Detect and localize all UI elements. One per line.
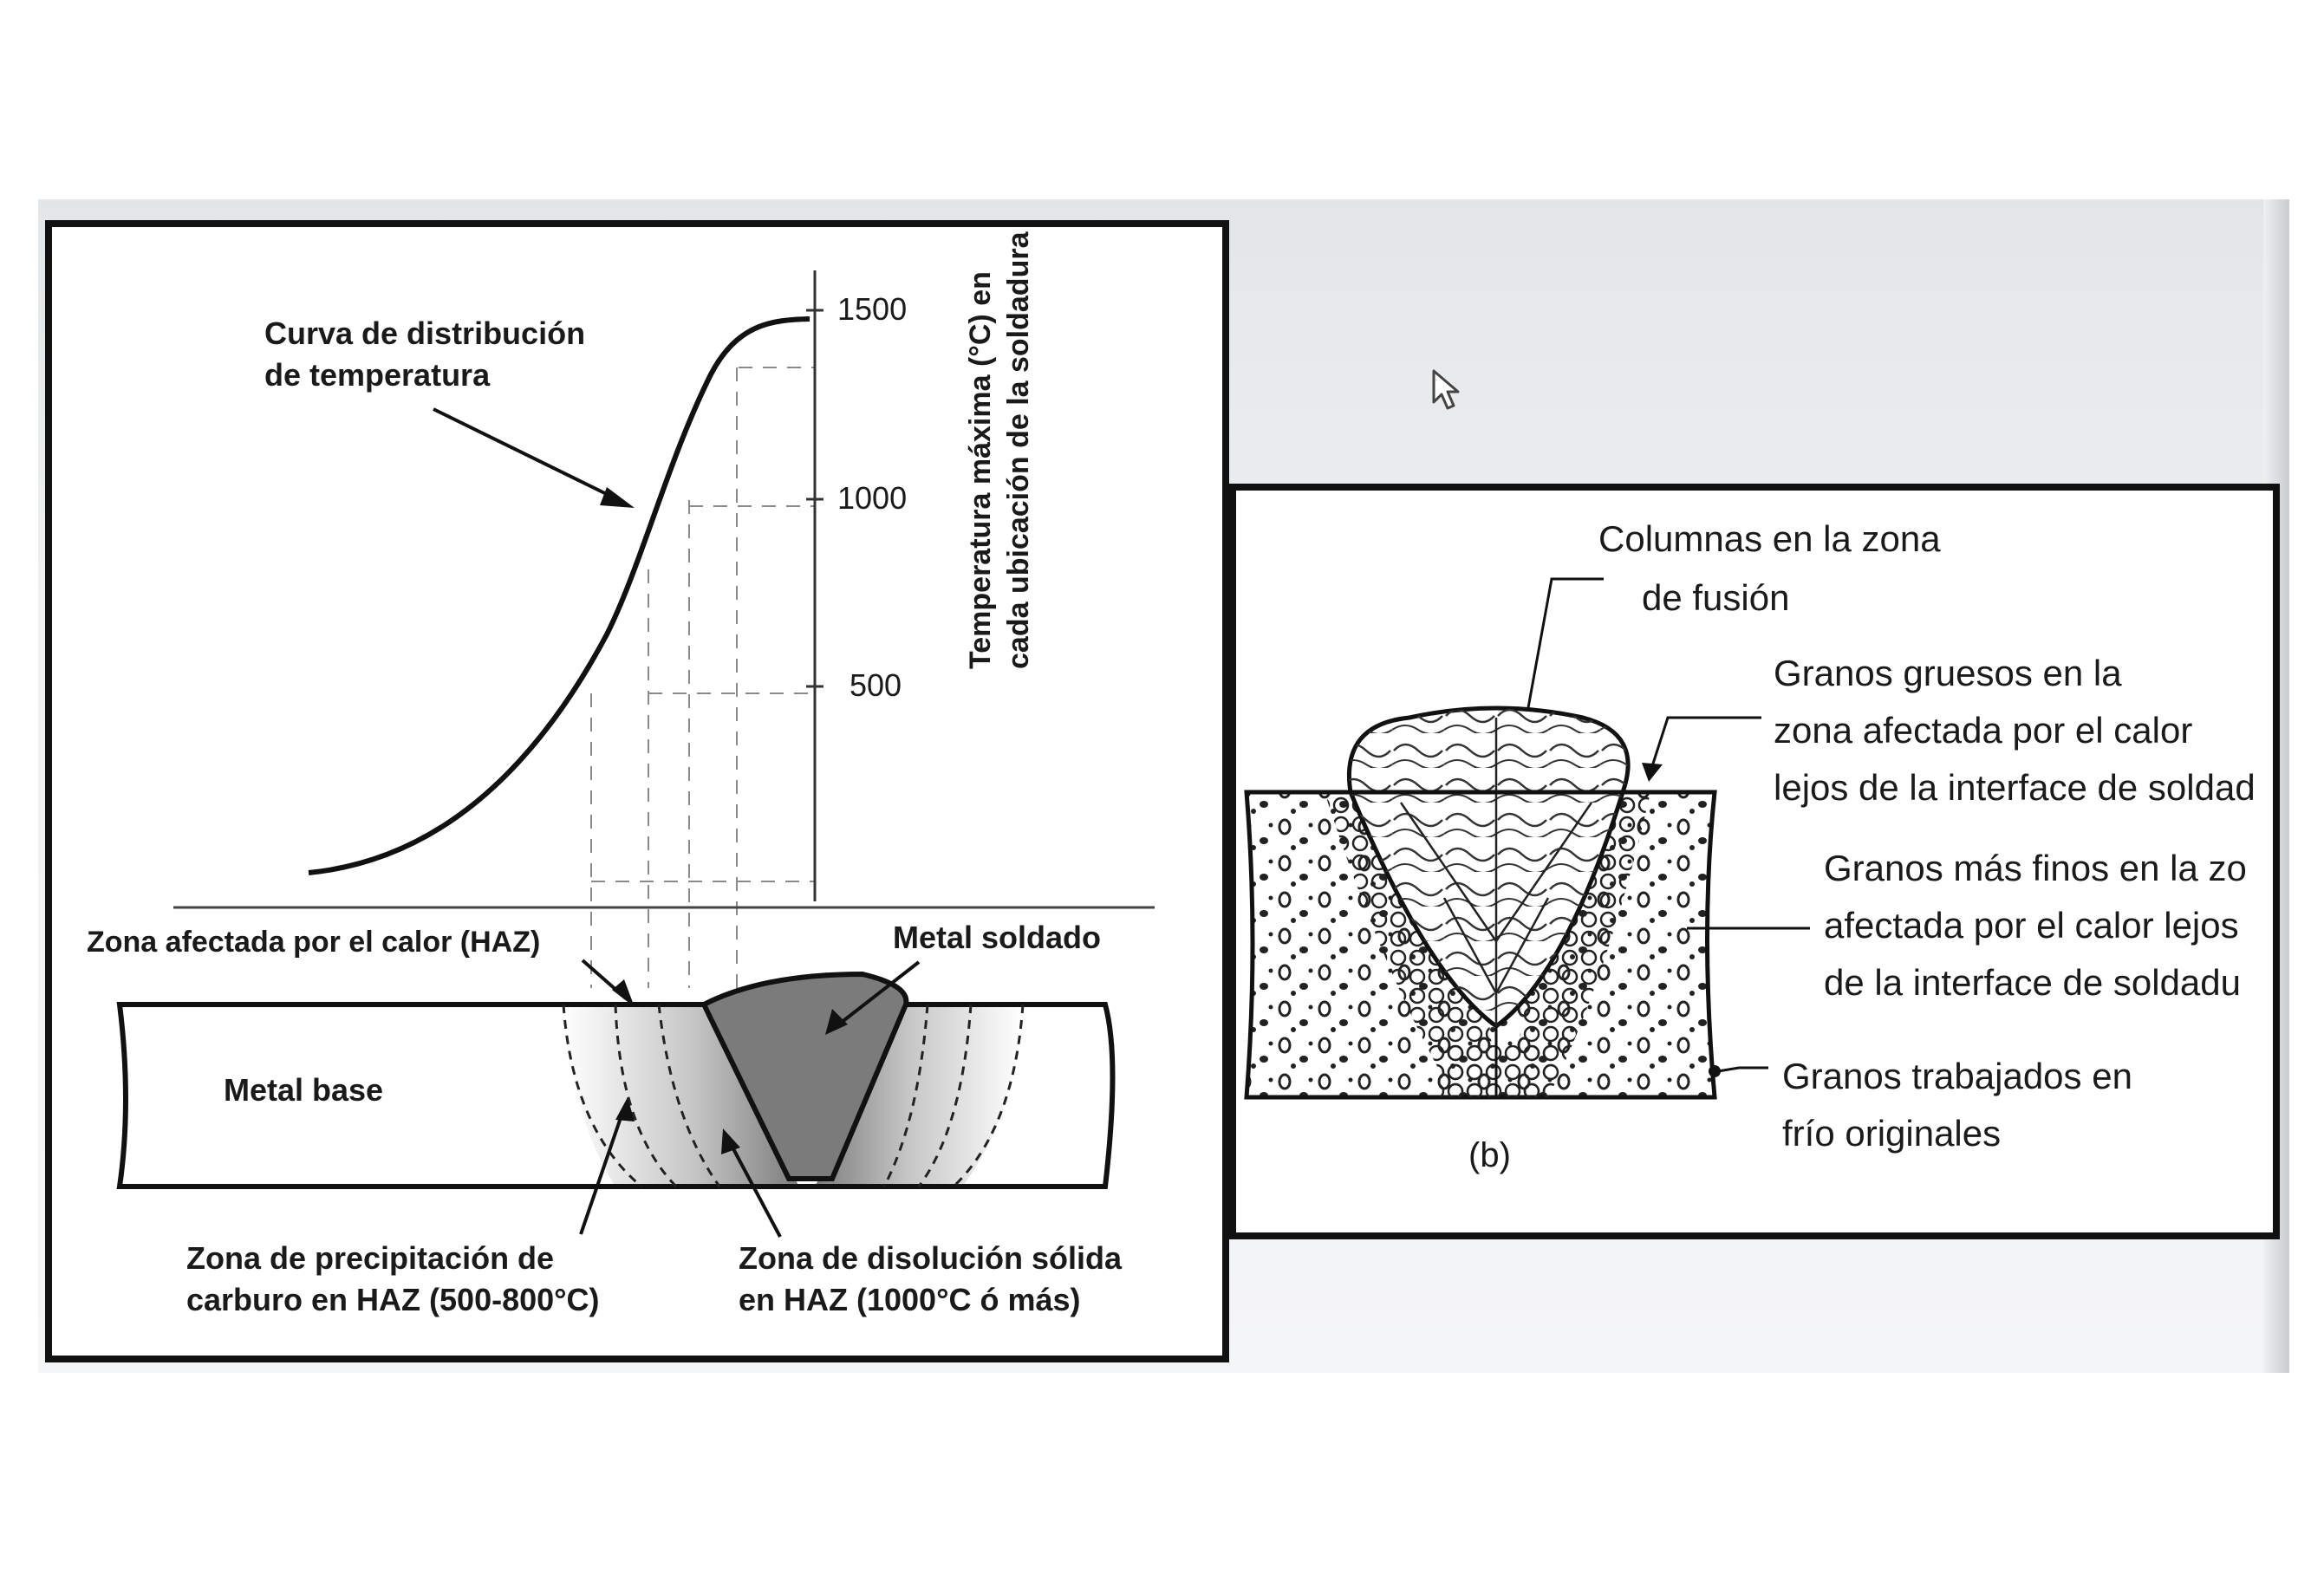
y-axis-title-line-1: Temperatura máxima (°C) en <box>964 271 997 669</box>
guide-lines <box>590 367 815 988</box>
grain-diagram-svg: Columnas en la zona de fusión Granos gru… <box>1244 518 2256 1174</box>
haz-temperature-diagram: 1500 1000 500 Temperatura máxima (°C) en… <box>45 220 1229 1362</box>
coarse-label-line-3: lejos de la interface de soldad <box>1774 767 2256 808</box>
haz-arrowhead <box>612 979 635 1007</box>
precipitation-label-line-1: Zona de precipitación de <box>186 1240 554 1276</box>
dissolution-arrowhead <box>721 1128 740 1154</box>
weld-metal-leader <box>835 960 921 1028</box>
temperature-distribution-curve <box>308 316 810 875</box>
original-leader <box>1717 1066 1768 1073</box>
arrow-cursor-icon <box>1432 369 1460 410</box>
haz-diagram-svg: 1500 1000 500 Temperatura máxima (°C) en… <box>87 231 1155 1317</box>
columns-label-line-2: de fusión <box>1642 577 1789 618</box>
columns-label-line-1: Columnas en la zona <box>1598 518 1941 559</box>
fine-label-line-1: Granos más finos en la zo <box>1824 848 2247 888</box>
columns-leader <box>1519 577 1604 751</box>
curve-label-line-2: de temperatura <box>264 357 491 393</box>
coarse-label-line-1: Granos gruesos en la <box>1774 653 2122 693</box>
precipitation-arrowhead <box>615 1097 635 1122</box>
y-axis: 1500 1000 500 <box>806 270 907 901</box>
y-tick-1000: 1000 <box>837 480 907 516</box>
dissolution-leader <box>728 1141 782 1238</box>
y-axis-title-line-2: cada ubicación de la soldadura <box>1002 231 1035 669</box>
weld-plate <box>116 971 1116 1189</box>
curve-label-arrowhead <box>600 487 635 508</box>
fine-label-line-2: afectada por el calor lejos <box>1824 905 2239 946</box>
coarse-label-line-2: zona afectada por el calor <box>1774 710 2192 751</box>
weld-cross-section <box>1244 705 1717 1100</box>
fine-label-line-3: de la interface de soldadu <box>1824 962 2241 1003</box>
precipitation-label-line-2: carburo en HAZ (500-800°C) <box>186 1282 600 1317</box>
grain-structure-diagram: Columnas en la zona de fusión Granos gru… <box>1229 484 2280 1239</box>
y-axis-title: Temperatura máxima (°C) en cada ubicació… <box>964 231 1035 669</box>
coarse-arrowhead <box>1642 763 1663 782</box>
original-label-line-1: Granos trabajados en <box>1782 1056 2132 1096</box>
dissolution-label-line-2: en HAZ (1000°C ó más) <box>739 1282 1081 1317</box>
weld-metal-arrowhead <box>825 1009 848 1035</box>
curve-label-leader <box>433 407 625 504</box>
original-label-line-2: frío originales <box>1782 1113 2001 1154</box>
caption-b: (b) <box>1468 1136 1511 1174</box>
y-tick-500: 500 <box>850 667 902 703</box>
base-metal-label: Metal base <box>224 1072 383 1108</box>
curve-label-line-1: Curva de distribución <box>264 315 585 351</box>
coarse-leader <box>1650 716 1761 767</box>
haz-label: Zona afectada por el calor (HAZ) <box>87 926 540 959</box>
weld-metal-label: Metal soldado <box>893 920 1101 955</box>
y-tick-1500: 1500 <box>837 291 907 327</box>
precipitation-leader <box>579 1107 626 1235</box>
dissolution-label-line-1: Zona de disolución sólida <box>739 1240 1123 1276</box>
